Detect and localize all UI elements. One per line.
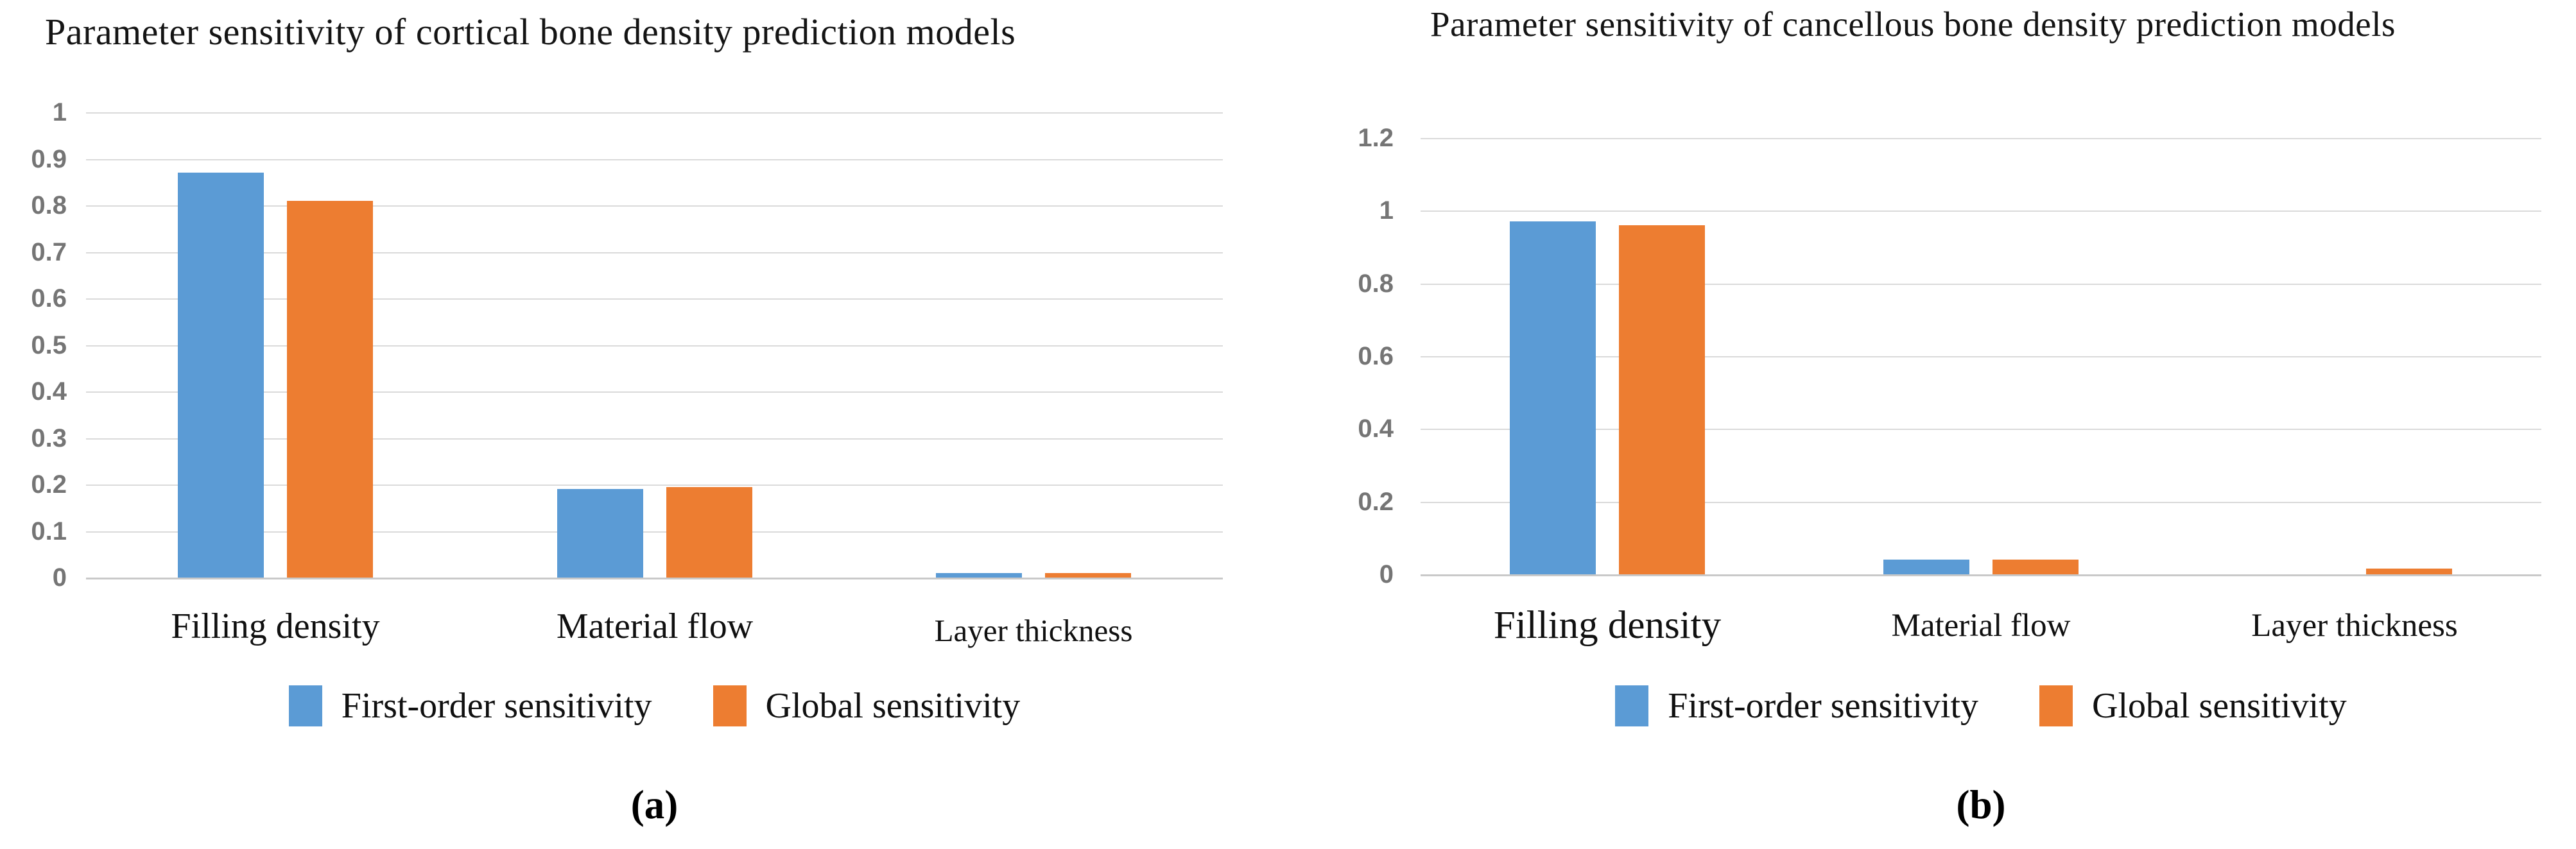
- legend-swatch-icon: [2039, 685, 2073, 726]
- x-category-label: Filling density: [1493, 604, 1722, 647]
- x-category-label: Layer thickness: [2251, 608, 2458, 644]
- y-tick-label: 0: [1379, 560, 1394, 588]
- legend-swatch-icon: [1615, 685, 1649, 726]
- legend-label: First-order sensitivity: [1668, 686, 1979, 726]
- gridline: [1421, 210, 2541, 212]
- y-tick-label: 0.9: [31, 145, 67, 173]
- bar-first-order-sensitivity-1: [178, 173, 264, 578]
- gridline: [86, 531, 1223, 533]
- x-axis-baseline: [1421, 574, 2541, 576]
- gridline: [86, 159, 1223, 160]
- y-tick-label: 0.2: [1358, 488, 1394, 516]
- y-tick-label: 0.4: [1358, 415, 1394, 443]
- bar-first-order-sensitivity-2: [1883, 560, 1969, 574]
- bar-first-order-sensitivity-3: [936, 573, 1022, 578]
- legend-label: Global sensitivity: [765, 686, 1021, 726]
- gridline: [86, 485, 1223, 486]
- bar-global-sensitivity-2: [1993, 560, 2079, 574]
- x-category-label: Layer thickness: [934, 613, 1133, 648]
- gridline: [1421, 429, 2541, 430]
- y-tick-label: 1: [52, 98, 67, 126]
- chart-title-a: Parameter sensitivity of cortical bone d…: [45, 11, 1016, 53]
- legend: First-order sensitivity Global sensitivit…: [1421, 685, 2541, 726]
- legend-swatch-icon: [713, 685, 747, 726]
- legend-item: Global sensitivity: [713, 685, 1021, 726]
- legend-item: First-order sensitivity: [288, 685, 652, 726]
- legend-swatch-icon: [288, 685, 322, 726]
- gridline: [86, 252, 1223, 253]
- y-tick-label: 0: [52, 563, 67, 592]
- y-tick-label: 0.6: [31, 284, 67, 313]
- y-tick-label: 0.3: [31, 424, 67, 452]
- legend-label: First-order sensitivity: [341, 686, 652, 726]
- legend-label: Global sensitivity: [2092, 686, 2347, 726]
- y-tick-label: 0.4: [31, 377, 67, 406]
- subfigure-label-b: (b): [1956, 782, 2006, 827]
- chart-panel-a: Parameter sensitivity of cortical bone d…: [31, 11, 1223, 827]
- gridline: [1421, 284, 2541, 285]
- x-category-label: Material flow: [556, 606, 754, 646]
- gridline: [86, 345, 1223, 347]
- subfigure-label-a: (a): [630, 782, 679, 827]
- gridline: [86, 298, 1223, 300]
- gridline: [86, 112, 1223, 114]
- chart-title-b: Parameter sensitivity of cancellous bone…: [1430, 4, 2396, 44]
- legend-item: First-order sensitivity: [1615, 685, 1978, 726]
- legend-item: Global sensitivity: [2039, 685, 2347, 726]
- bar-global-sensitivity-1: [1619, 225, 1705, 574]
- y-tick-label: 0.2: [31, 470, 67, 499]
- y-tick-label: 0.6: [1358, 342, 1394, 370]
- y-tick-label: 0.5: [31, 331, 67, 359]
- y-tick-label: 0.8: [1358, 270, 1394, 298]
- gridline: [1421, 138, 2541, 139]
- y-tick-label: 1.2: [1358, 124, 1394, 152]
- bar-first-order-sensitivity-1: [1510, 221, 1596, 574]
- bar-first-order-sensitivity-2: [557, 489, 643, 578]
- gridline: [86, 205, 1223, 207]
- gridline: [1421, 356, 2541, 357]
- gridline: [86, 438, 1223, 440]
- legend: First-order sensitivity Global sensitivit…: [86, 685, 1223, 726]
- bar-global-sensitivity-3: [1045, 573, 1131, 578]
- gridline: [86, 391, 1223, 393]
- chart-panel-b: Parameter sensitivity of cancellous bone…: [1288, 0, 2576, 849]
- x-category-label: Material flow: [1891, 608, 2071, 644]
- bar-global-sensitivity-3: [2366, 569, 2452, 574]
- x-axis-baseline: [86, 578, 1223, 579]
- y-tick-label: 0.8: [31, 191, 67, 219]
- gridline: [1421, 502, 2541, 503]
- y-tick-label: 0.7: [31, 238, 67, 266]
- bar-global-sensitivity-2: [666, 487, 752, 578]
- bar-global-sensitivity-1: [287, 201, 373, 578]
- y-tick-label: 0.1: [31, 517, 67, 545]
- x-category-label: Filling density: [171, 606, 380, 646]
- y-tick-label: 1: [1379, 196, 1394, 225]
